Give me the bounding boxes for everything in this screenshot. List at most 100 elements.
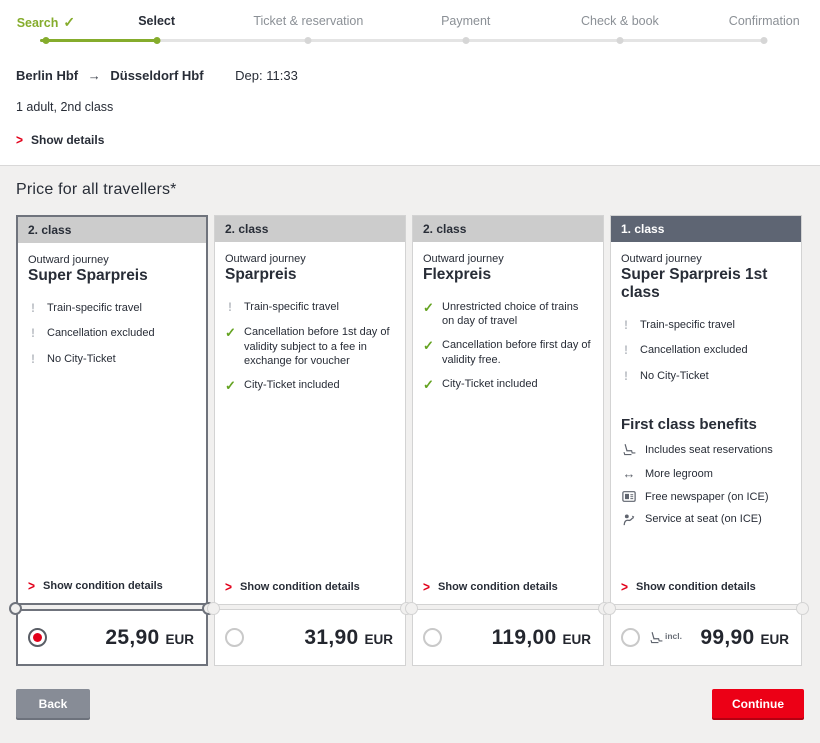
exclamation-icon: ! (31, 300, 35, 315)
exclamation-icon: ! (31, 352, 35, 366)
show-details-link[interactable]: > Show details (16, 132, 105, 148)
price-row: 119,00 EUR (412, 609, 604, 666)
seat-icon (621, 443, 637, 457)
price-row: 25,90 EUR (16, 609, 208, 666)
fare-card-body: 2. class Outward journey Flexpreis ✓ Unrestr… (412, 215, 604, 605)
fare-name: Super Sparpreis (28, 267, 148, 284)
price-row: incl. 99,90 EUR (610, 609, 802, 666)
benefit-text: Includes seat reservations (645, 444, 773, 457)
fare-feature-text: Train-specific travel (640, 318, 735, 331)
step-confirmation[interactable]: Confirmation (729, 14, 800, 28)
ticket-notch-left (405, 602, 418, 615)
price-value: 25,90 (105, 625, 160, 649)
fare-feature-list: ! Train-specific travel! Cancellation excl… (28, 301, 196, 378)
fare-radio[interactable] (621, 628, 640, 647)
fare-details: Outward journey Super Sparpreis 1st class… (611, 242, 801, 604)
condition-link-label: Show condition details (240, 581, 360, 593)
fare-feature-text: No City-Ticket (47, 353, 116, 365)
ticket-notch-left (603, 602, 616, 615)
price-row: 31,90 EUR (214, 609, 406, 666)
step-select[interactable]: Select (138, 14, 175, 28)
chevron-right-icon: > (621, 578, 629, 596)
exclamation-icon: ! (624, 317, 628, 332)
continue-button[interactable]: Continue (712, 689, 804, 718)
benefit-item: ↔ More legroom (621, 466, 791, 481)
currency-label: EUR (562, 631, 591, 647)
fare-feature-text: Cancellation excluded (640, 344, 748, 357)
benefit-text: Free newspaper (on ICE) (645, 490, 769, 503)
chevron-right-icon: > (225, 578, 233, 596)
show-condition-details-link[interactable]: > Show condition details (621, 570, 791, 596)
step-payment[interactable]: Payment (441, 14, 490, 28)
fare-feature-list: ! Train-specific travel! Cancellation excl… (621, 318, 791, 395)
journey-type-label: Outward journey (621, 253, 702, 265)
fare-card-sparpreis: 2. class Outward journey Sparpreis! Train-s… (207, 215, 413, 666)
fare-radio[interactable] (225, 628, 244, 647)
fare-card-body: 2. class Outward journey Sparpreis! Train-s… (214, 215, 406, 605)
service-icon (621, 512, 637, 526)
fare-feature: ! No City-Ticket (28, 352, 196, 368)
class-header: 1. class (611, 216, 801, 242)
price-value: 119,00 (491, 625, 557, 649)
price: 25,90 EUR (105, 626, 194, 650)
fare-feature-text: Cancellation excluded (47, 327, 155, 340)
ticket-notch-left (9, 602, 22, 615)
step-dot (304, 37, 312, 44)
fare-feature-text: Train-specific travel (47, 301, 142, 314)
step-search[interactable]: Search ✓ (17, 14, 75, 31)
price-value: 99,90 (700, 625, 755, 649)
progress-stepper: Search ✓ Select Ticket & reservation Payment… (0, 8, 820, 54)
pricing-section: Price for all travellers* 2. class Outwar… (0, 165, 820, 743)
route-row: Berlin Hbf → Düsseldorf Hbf Dep: 11:33 (16, 68, 804, 83)
check-icon: ✓ (423, 338, 434, 354)
show-condition-details-link[interactable]: > Show condition details (423, 570, 593, 596)
benefit-text: More legroom (645, 467, 713, 480)
first-class-benefits-title: First class benefits (621, 416, 757, 434)
newspaper-icon (621, 490, 637, 503)
fare-radio[interactable] (28, 628, 47, 647)
back-button[interactable]: Back (16, 689, 90, 718)
fare-radio[interactable] (423, 628, 442, 647)
fare-feature: ! Cancellation excluded (28, 326, 196, 342)
passenger-summary: 1 adult, 2nd class (16, 100, 114, 114)
fare-card-body: 1. class Outward journey Super Sparpreis 1… (610, 215, 802, 605)
fare-card-super-sparpreis-1st-class: 1. class Outward journey Super Sparpreis 1… (603, 215, 809, 666)
fare-feature: ✓ Cancellation before first day of validi… (423, 338, 593, 367)
price: 99,90 EUR (700, 626, 789, 650)
ticket-notch-right (796, 602, 809, 615)
fare-feature: ! Train-specific travel (28, 301, 196, 317)
footer-actions: Back Continue (16, 689, 804, 718)
step-ticket-reservation[interactable]: Ticket & reservation (253, 14, 363, 28)
fare-feature-text: City-Ticket included (244, 379, 340, 392)
fare-feature-text: Train-specific travel (244, 300, 339, 313)
chevron-right-icon: > (423, 578, 431, 596)
journey-type-label: Outward journey (423, 253, 504, 265)
price: 119,00 EUR (492, 626, 591, 650)
condition-link-label: Show condition details (636, 581, 756, 593)
fare-feature: ✓ City-Ticket included (423, 377, 593, 394)
progress-track (40, 39, 766, 42)
included-label: incl. (665, 630, 683, 641)
show-condition-details-link[interactable]: > Show condition details (28, 569, 196, 594)
show-condition-details-link[interactable]: > Show condition details (225, 570, 395, 596)
step-done-check-icon: ✓ (63, 14, 76, 30)
fare-feature: ! Cancellation excluded (621, 343, 791, 359)
fare-feature-text: Cancellation before first day of validit… (442, 339, 591, 366)
currency-label: EUR (364, 631, 393, 647)
fare-feature-text: No City-Ticket (640, 369, 709, 382)
fare-details: Outward journey Super Sparpreis! Train-spe… (18, 243, 206, 603)
benefit-text: Service at seat (on ICE) (645, 513, 762, 526)
exclamation-icon: ! (624, 343, 628, 358)
fare-feature-text: Cancellation before 1st day of validity … (244, 326, 390, 367)
fare-name: Flexpreis (423, 266, 492, 283)
fare-feature-text: City-Ticket included (442, 378, 538, 390)
seat-icon (648, 631, 664, 645)
show-details-label: Show details (31, 133, 105, 147)
class-header: 2. class (413, 216, 603, 242)
pricing-title: Price for all travellers* (16, 181, 177, 198)
check-icon: ✓ (423, 299, 434, 315)
step-dot (760, 37, 768, 44)
step-dot (616, 37, 624, 44)
step-check-book[interactable]: Check & book (581, 14, 659, 28)
